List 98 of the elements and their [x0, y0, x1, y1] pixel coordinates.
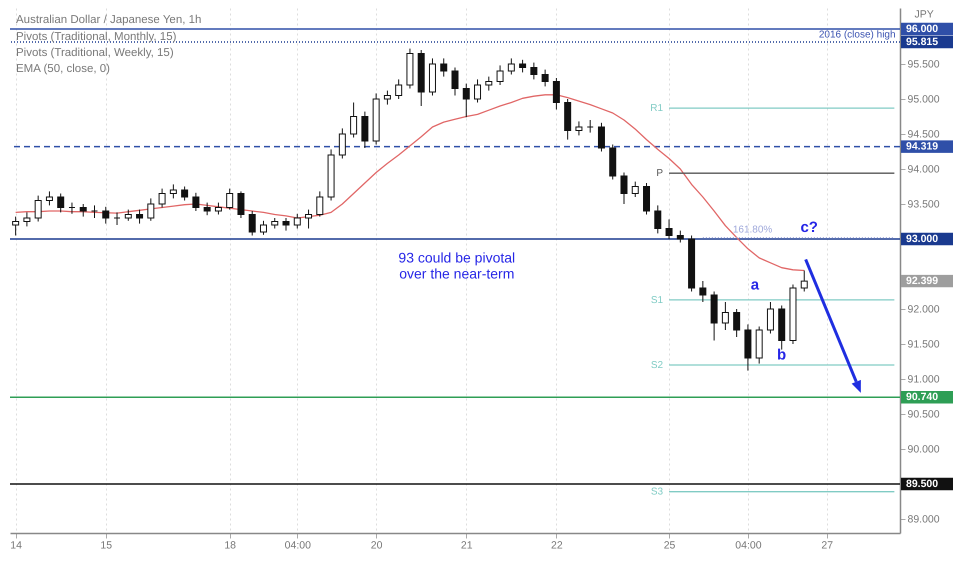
ref-line-label: 94.319: [906, 140, 938, 153]
text: 92.399: [906, 275, 938, 288]
candlestick: [114, 212, 121, 226]
ref-line-label: 95.815: [906, 36, 938, 48]
x-tick-label: 04:00: [284, 540, 312, 552]
x-tick-label: 22: [551, 540, 563, 552]
y-tick-label: 93.500: [908, 198, 940, 210]
y-tick-label: 91.000: [908, 374, 940, 386]
candlestick: [598, 122, 605, 152]
candlestick: [316, 190, 324, 218]
ref-line-label: 93.000: [906, 233, 938, 245]
candlestick: [12, 216, 20, 236]
y-tick-label: 95.500: [908, 58, 940, 70]
candlestick: [766, 302, 774, 334]
candlestick: [575, 120, 582, 136]
candlestick: [271, 218, 278, 229]
y-tick-label: 91.500: [908, 338, 940, 350]
candlestick: [294, 213, 301, 229]
y-tick-label: 94.500: [908, 128, 940, 140]
candlestick: [733, 308, 740, 338]
text: Australian Dollar / Japanese Yen, 1h: [16, 14, 202, 26]
series-label: R1: [650, 103, 664, 114]
candlestick: [722, 302, 729, 330]
candlestick: [102, 206, 110, 224]
candlestick: [46, 190, 53, 206]
series-label: S3: [650, 486, 664, 498]
series-label: 161.80%: [732, 224, 772, 236]
candlestick: [90, 204, 98, 218]
annotation: b: [777, 346, 786, 364]
candlestick: [214, 202, 222, 215]
annotation: 93 could be pivotal over the near-term: [398, 249, 516, 282]
text: Pivots (Traditional, Monthly, 15) Pivots (Traditional, Weekly, 15) EMA (50, close, 0): [16, 31, 177, 75]
candlestick: [23, 212, 30, 227]
candlestick: [676, 230, 684, 243]
candlestick: [68, 202, 76, 214]
x-tick-label: 14: [10, 540, 22, 552]
candlestick: [57, 193, 64, 213]
annotation: 2016 (close) high: [818, 29, 896, 40]
candlestick: [147, 198, 154, 222]
x-tick-label: 15: [100, 540, 112, 552]
candlestick: [474, 78, 482, 103]
candlestick: [181, 186, 188, 201]
ref-line-label: 89.500: [906, 478, 938, 490]
ref-line-label: 96.000: [906, 23, 938, 35]
candlestick: [620, 172, 628, 204]
candlestick: [586, 120, 594, 134]
candlestick: [305, 209, 312, 229]
candlestick: [496, 64, 504, 86]
candlestick: [666, 218, 673, 240]
candlestick: [248, 210, 256, 236]
candlestick: [158, 188, 166, 208]
x-tick-label: 20: [370, 540, 383, 552]
annotation: a: [750, 276, 760, 294]
y-tick-label: 94.000: [908, 164, 940, 176]
y-tick-label: 95.000: [908, 94, 940, 106]
candlestick: [485, 76, 492, 92]
x-tick-label: 27: [821, 540, 834, 552]
candlestick: [462, 83, 470, 118]
candlestick: [204, 202, 211, 216]
candlestick: [34, 195, 42, 222]
candlestick: [282, 218, 290, 232]
y-tick-label: 90.500: [908, 408, 940, 420]
annotation: c?: [800, 218, 818, 236]
y-tick-label: 90.000: [908, 444, 940, 456]
y-tick-label: 89.000: [908, 514, 940, 526]
candlestick: [452, 67, 458, 96]
x-tick-label: 25: [664, 540, 676, 552]
candlestick: [542, 69, 549, 87]
candlestick: [237, 190, 244, 218]
ref-line-label: 90.740: [906, 391, 938, 404]
series-label: S2: [650, 360, 664, 371]
candlestick: [632, 181, 639, 198]
y-tick-label: 92.000: [908, 304, 940, 316]
candlestick: [136, 209, 144, 224]
candlestick: [552, 78, 560, 110]
candlestick: [338, 128, 346, 159]
x-tick-label: 21: [460, 540, 473, 552]
y-axis-title: JPY: [914, 8, 934, 20]
candlestick: [519, 59, 526, 73]
candlestick: [508, 58, 515, 75]
candlestick: [395, 78, 402, 100]
candlestick: [192, 192, 200, 212]
x-tick-label: 04:00: [735, 540, 762, 552]
candlestick: [350, 102, 358, 138]
candlestick: [440, 58, 448, 78]
candlestick: [226, 188, 234, 210]
series-label: P: [656, 168, 664, 180]
x-tick-label: 18: [224, 540, 236, 552]
candlestick: [800, 270, 808, 292]
candlestick: [124, 209, 132, 222]
candlestick: [699, 280, 706, 302]
candlestick: [530, 62, 538, 80]
candlestick: [384, 90, 391, 106]
candlestick: [654, 204, 662, 234]
candlestick: [170, 184, 177, 199]
candlestick: [80, 204, 87, 218]
candlestick: [260, 220, 267, 236]
series-label: S1: [650, 294, 664, 306]
